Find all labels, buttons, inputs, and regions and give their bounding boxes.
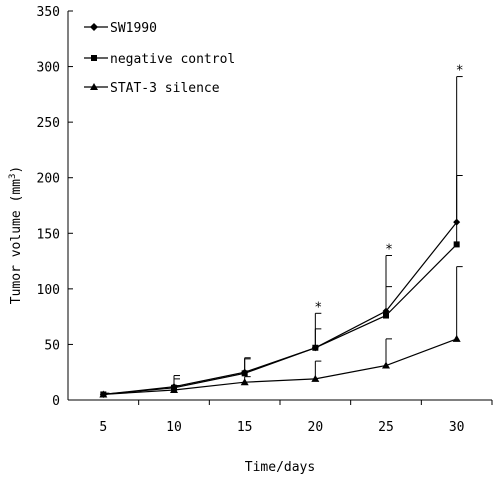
y-tick-label: 150 (37, 227, 60, 242)
significance-star: * (314, 300, 322, 315)
point-stat3-silence (452, 334, 461, 342)
point-stat3-silence (382, 361, 390, 369)
legend-entry-stat3-silence: STAT-3 silence (84, 81, 220, 96)
y-tick-label: 350 (37, 5, 60, 20)
x-tick-label: 10 (166, 420, 182, 435)
series-line-negative-control (103, 243, 458, 395)
plot-area: 0 50 100 150 200 250 300 350 5 10 15 20 25 30 * * * (37, 5, 493, 435)
point-negative-control (383, 312, 389, 319)
point-stat3-silence (170, 385, 178, 393)
point-negative-control (453, 241, 460, 248)
x-tick-label: 5 (99, 420, 107, 435)
series-line-stat3-silence (103, 338, 457, 395)
y-axis-title-close: ) (9, 166, 24, 174)
x-tick-label: 30 (449, 420, 465, 435)
legend-entry-sw1990: SW1990 (84, 21, 157, 36)
significance-star: * (385, 243, 393, 258)
point-stat3-silence (311, 374, 320, 382)
y-tick-label: 0 (52, 394, 60, 409)
y-axis-title-main: Tumor volume (mm (9, 179, 24, 304)
y-tick-label: 300 (37, 61, 60, 76)
series-line-sw1990 (103, 221, 458, 395)
y-axis-title: Tumor volume (mm3) (8, 166, 24, 304)
x-tick-label: 25 (378, 420, 394, 435)
significance-star: * (456, 64, 464, 79)
point-stat3-silence (240, 378, 249, 386)
y-tick-label: 250 (37, 116, 60, 131)
diamond-marker-icon (90, 23, 98, 31)
x-axis-title: Time/days (245, 460, 315, 475)
y-tick-label: 200 (37, 172, 60, 187)
legend-entry-negative-control: negative control (84, 52, 235, 67)
y-axis-title-superscript: 3 (8, 174, 18, 179)
point-sw1990 (453, 218, 461, 226)
triangle-marker-icon (90, 83, 98, 90)
legend: SW1990 negative control STAT-3 silence (84, 21, 235, 96)
legend-label-sw1990: SW1990 (110, 21, 157, 36)
x-tick-label: 20 (308, 420, 324, 435)
x-tick-label: 15 (237, 420, 253, 435)
legend-label-negative-control: negative control (110, 52, 235, 67)
point-negative-control (312, 344, 319, 351)
point-negative-control (241, 370, 248, 377)
y-tick-label: 100 (37, 283, 60, 298)
square-marker-icon (91, 55, 97, 61)
point-stat3-silence (99, 390, 108, 398)
y-tick-label: 50 (44, 338, 60, 353)
legend-label-stat3-silence: STAT-3 silence (110, 81, 220, 96)
